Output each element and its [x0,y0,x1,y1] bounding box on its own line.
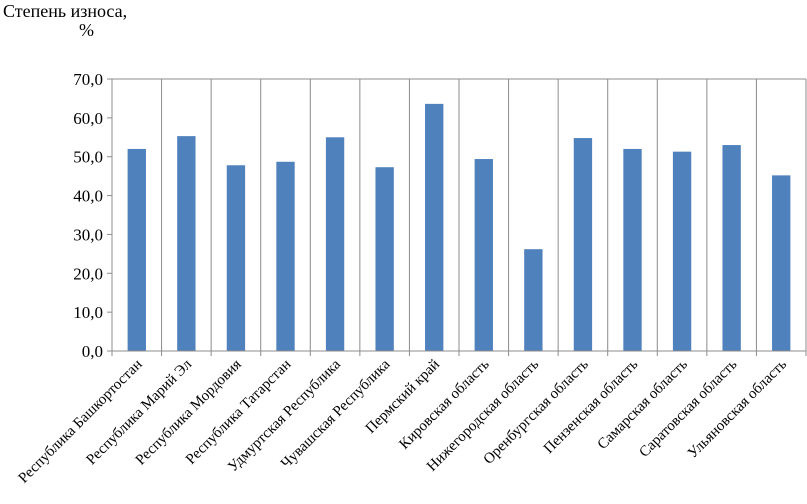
y-tick-label: 70,0 [73,70,103,89]
y-tick-label: 40,0 [73,187,103,206]
y-tick-label: 20,0 [73,264,103,283]
x-tick-label: Самарская область [595,356,691,452]
bar [127,148,146,351]
y-tick-label: 60,0 [73,109,103,128]
y-tick-label: 0,0 [82,342,103,361]
bar [325,137,345,351]
x-tick-label: Ульяновская область [685,356,790,461]
x-tick-label: Пензенская область [541,356,642,457]
bar [474,159,493,351]
bar [722,145,741,351]
bar [524,249,543,351]
bar [672,151,692,351]
y-axis-title-line2: % [79,20,94,40]
y-tick-label: 30,0 [73,225,103,244]
bar [177,136,196,351]
x-tick-label: Кировская область [396,356,492,452]
bar [623,148,642,351]
bar [573,138,593,351]
y-tick-label: 10,0 [73,303,103,322]
bar [226,165,246,351]
bar [375,167,394,351]
y-tick-label: 50,0 [73,148,103,167]
x-tick-label: Саратовская область [636,356,740,460]
y-axis-title-line1: Степень износа, [3,1,127,21]
bar [425,103,444,352]
bar [772,175,791,351]
bar [276,161,295,351]
